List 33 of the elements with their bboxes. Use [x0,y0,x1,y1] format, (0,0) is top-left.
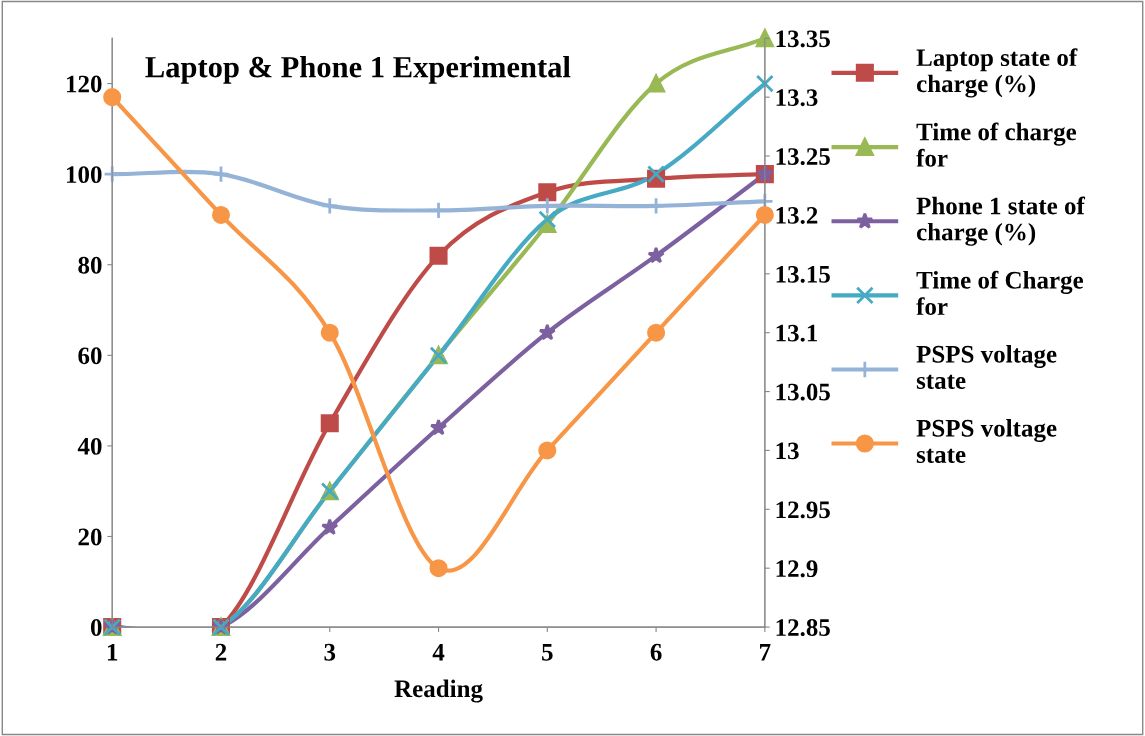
x-tick-label: 3 [324,643,336,661]
y2-tick-label: 13.3 [776,89,818,107]
y2-tick-label: 13.1 [776,324,818,342]
y2-tick-label: 13.15 [776,265,830,283]
x-tick-label: 1 [107,643,118,661]
y-tick-label: 120 [66,75,102,93]
x-tick-label: 2 [215,643,227,661]
y-tick-label: 80 [78,256,102,274]
x-tick-label: 4 [432,643,445,661]
y2-tick-label: 13 [776,442,799,460]
legend-label: Time of charge for [916,122,1077,167]
x-axis-title: Reading [394,679,483,703]
x-tick-label: 5 [542,644,553,661]
y2-tick-label: 13.05 [776,383,830,401]
legend-label: PSPS voltage state [916,345,1057,389]
legend-label: PSPS voltage state [916,419,1057,464]
y2-tick-label: 13.35 [776,30,830,48]
y2-tick-label: 13.2 [776,207,818,224]
y-tick-label: 40 [77,437,102,455]
y-tick-label: 0 [90,619,102,636]
legend-label: Phone 1 state of charge (%) [916,196,1086,246]
y-tick-label: 20 [78,528,102,546]
x-tick-label: 7 [760,644,771,661]
text: Laptop & Phone 1 Experimental [145,55,571,84]
y2-tick-label: 13.25 [776,148,830,166]
y-tick-label: 60 [78,347,102,365]
y2-tick-label: 12.85 [776,619,830,637]
legend-label: Laptop state of charge (%) [916,48,1078,98]
y2-tick-label: 12.95 [776,501,830,519]
y2-tick-label: 12.9 [776,560,818,578]
y-tick-label: 100 [66,166,102,184]
x-tick-label: 6 [650,643,662,661]
legend-label: Time of Charge for [916,270,1084,315]
